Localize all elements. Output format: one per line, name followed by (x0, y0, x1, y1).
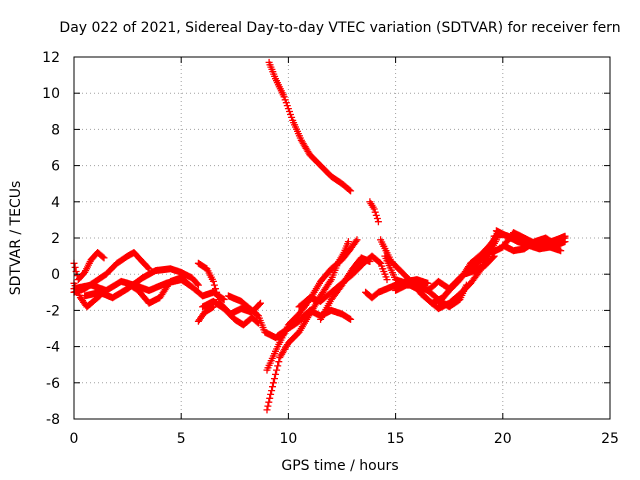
data-point-markers (81, 265, 202, 302)
data-point-markers (488, 229, 569, 256)
series-arc-8 (199, 297, 262, 329)
y-tick-label: 10 (42, 86, 60, 102)
series-arc-5 (81, 265, 202, 302)
chart-title: Day 022 of 2021, Sidereal Day-to-day VTE… (59, 20, 620, 36)
y-axis-label: SDTVAR / TECUs (8, 181, 24, 296)
series-arc-9 (194, 303, 217, 325)
y-tick-label: -2 (46, 303, 60, 319)
y-tick-label: -6 (46, 376, 60, 392)
y-tick-label: -4 (46, 340, 60, 356)
x-tick-label: 0 (70, 431, 79, 447)
x-tick-label: 15 (387, 431, 405, 447)
y-tick-label: 0 (51, 267, 60, 283)
axis-ticks: 0 5 10 15 20 25 -8 -6 -4 -2 0 2 4 6 8 10 12 (42, 50, 619, 447)
y-tick-label: 2 (51, 231, 60, 247)
data-point-markers (199, 297, 262, 329)
series-arc-12 (366, 198, 382, 226)
y-tick-label: 12 (42, 50, 60, 66)
series-arc-17 (317, 254, 374, 323)
y-tick-label: 4 (51, 195, 60, 211)
data-markers (70, 58, 569, 414)
data-point-markers (194, 303, 217, 325)
y-tick-label: 6 (51, 159, 60, 175)
x-axis-label: GPS time / hours (281, 458, 398, 474)
data-point-markers (265, 58, 355, 195)
series-arc-11 (265, 58, 355, 195)
grid-lines (74, 57, 610, 419)
data-point-markers (274, 306, 355, 340)
data-point-markers (435, 232, 500, 307)
data-point-markers (366, 198, 382, 226)
series-arc-15 (274, 306, 355, 340)
x-tick-label: 20 (494, 431, 512, 447)
x-tick-label: 5 (177, 431, 186, 447)
series-arc-27 (488, 229, 569, 256)
y-tick-label: 8 (51, 122, 60, 138)
data-point-markers (317, 254, 374, 323)
x-tick-label: 25 (601, 431, 619, 447)
x-tick-label: 10 (279, 431, 297, 447)
series-arc-23 (435, 232, 500, 307)
y-tick-label: -8 (46, 412, 60, 428)
